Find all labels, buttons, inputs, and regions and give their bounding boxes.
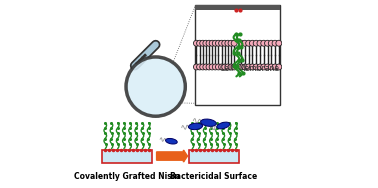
Circle shape (200, 64, 206, 70)
Circle shape (215, 40, 222, 46)
Circle shape (215, 64, 222, 70)
Circle shape (246, 40, 252, 46)
Circle shape (242, 64, 248, 70)
Circle shape (265, 64, 271, 70)
Circle shape (265, 40, 271, 46)
Circle shape (212, 40, 218, 46)
Text: Membrane: Membrane (238, 64, 279, 74)
Circle shape (126, 57, 185, 116)
Circle shape (261, 40, 267, 46)
Circle shape (222, 40, 228, 46)
Circle shape (268, 64, 274, 70)
Bar (189, 150, 239, 163)
Circle shape (203, 64, 209, 70)
Text: Cell: Cell (220, 64, 234, 74)
Circle shape (203, 40, 209, 46)
Circle shape (222, 64, 228, 70)
Circle shape (197, 64, 203, 70)
Bar (195, 5, 280, 10)
Circle shape (249, 40, 256, 46)
Circle shape (231, 64, 237, 70)
Circle shape (206, 40, 212, 46)
Circle shape (272, 64, 278, 70)
Circle shape (218, 64, 225, 70)
Circle shape (257, 64, 263, 70)
Circle shape (218, 40, 225, 46)
Circle shape (209, 64, 215, 70)
Circle shape (206, 64, 212, 70)
Circle shape (194, 64, 199, 70)
Bar (102, 150, 152, 163)
Circle shape (225, 64, 231, 70)
Circle shape (257, 40, 263, 46)
Circle shape (209, 40, 215, 46)
Circle shape (261, 64, 267, 70)
Circle shape (253, 40, 259, 46)
Circle shape (197, 40, 203, 46)
Text: Bactericidal Surface: Bactericidal Surface (170, 172, 258, 181)
Ellipse shape (166, 138, 177, 144)
Circle shape (228, 40, 234, 46)
Circle shape (225, 40, 231, 46)
Circle shape (276, 64, 282, 70)
Ellipse shape (217, 122, 230, 129)
Circle shape (276, 40, 282, 46)
Text: Covalently Grafted Nisin: Covalently Grafted Nisin (74, 172, 180, 181)
FancyArrow shape (156, 150, 187, 162)
Ellipse shape (188, 123, 203, 130)
Bar (195, 5, 280, 105)
Circle shape (212, 64, 218, 70)
Circle shape (242, 40, 248, 46)
Circle shape (228, 64, 234, 70)
Circle shape (249, 64, 256, 70)
Circle shape (272, 40, 278, 46)
Circle shape (231, 40, 237, 46)
Circle shape (238, 40, 244, 46)
Circle shape (194, 40, 199, 46)
Circle shape (200, 40, 206, 46)
Circle shape (246, 64, 252, 70)
Circle shape (253, 64, 259, 70)
Ellipse shape (201, 119, 216, 126)
Circle shape (238, 64, 244, 70)
Circle shape (268, 40, 274, 46)
